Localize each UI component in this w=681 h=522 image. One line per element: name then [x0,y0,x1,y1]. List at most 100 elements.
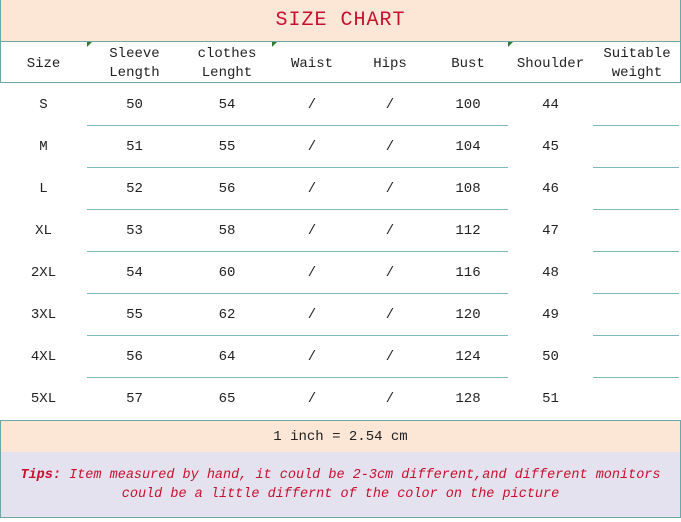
header-text: Sleeve [109,46,160,62]
cell-suitable-weight [593,252,681,294]
cell-bust: 104 [455,138,481,155]
cell-bust: 108 [455,180,481,197]
cell-hips: / [385,222,395,239]
conversion-note: 1 inch = 2.54 cm [0,420,681,453]
header-shoulder: Shoulder [508,44,593,84]
cell-hips: / [385,348,395,365]
cell-hips: / [385,180,395,197]
cell-bust: 100 [455,96,481,113]
tips-note: Tips: Item measured by hand, it could be… [0,452,681,518]
cell-size: S [39,96,48,113]
header-text: Hips [373,55,407,72]
row-divider [87,377,508,378]
header-sleeve-length: Sleeve Length [87,44,182,84]
cell-waist: / [307,138,317,155]
cell-marker [87,42,92,47]
cell-size: XL [35,222,52,239]
cell-sleeve-length: 55 [126,306,143,323]
cell-shoulder: 46 [542,180,559,197]
table-row: M 51 55 / / 104 45 [0,126,681,168]
cell-shoulder: 47 [542,222,559,239]
cell-size: 5XL [30,390,57,407]
row-divider [87,251,508,252]
header-waist: Waist [272,44,352,84]
cell-clothes-length: 55 [218,138,236,155]
row-divider [593,335,679,336]
cell-sleeve-length: 57 [126,390,143,407]
header-text: Size [26,55,61,72]
header-suitable-weight: Suitable weight [593,44,681,84]
header-text: Length [109,65,160,81]
cell-hips: / [385,306,395,323]
cell-sleeve-length: 54 [126,264,143,281]
row-divider [87,335,508,336]
row-divider [87,167,508,168]
header-text: weight [611,65,663,81]
cell-shoulder: 44 [542,96,559,113]
row-divider [593,125,679,126]
cell-sleeve-length: 52 [126,180,143,197]
table-row: 5XL 57 65 / / 128 51 [0,378,681,420]
header-size: Size [0,44,87,84]
header-bust: Bust [428,44,508,84]
cell-hips: / [385,138,395,155]
cell-waist: / [307,390,317,407]
cell-waist: / [307,348,317,365]
cell-sleeve-length: 56 [126,348,143,365]
table-row: XL 53 58 / / 112 47 [0,210,681,252]
cell-hips: / [385,96,395,113]
row-divider [87,125,508,126]
cell-suitable-weight [593,210,681,252]
size-chart-title: SIZE CHART [0,0,681,42]
cell-suitable-weight [593,336,681,378]
cell-waist: / [307,264,317,281]
tips-line-2: could be a little differnt of the color … [121,486,560,502]
cell-shoulder: 45 [542,138,559,155]
cell-suitable-weight [593,294,681,336]
cell-clothes-length: 58 [218,222,236,239]
cell-waist: / [307,306,317,323]
tips-label: Tips: [20,467,61,483]
cell-suitable-weight [593,126,681,168]
cell-suitable-weight [593,378,681,420]
cell-clothes-length: 56 [218,180,236,197]
cell-size: L [39,180,48,197]
row-divider [593,251,679,252]
cell-bust: 116 [455,264,481,281]
header-clothes-length: clothes Lenght [182,44,272,84]
header-hips: Hips [352,44,428,84]
cell-suitable-weight [593,168,681,210]
row-divider [593,377,679,378]
cell-clothes-length: 54 [218,96,236,113]
cell-bust: 120 [455,306,481,323]
header-text: Bust [451,55,485,72]
cell-marker [272,42,277,47]
row-divider [87,209,508,210]
row-divider [87,293,508,294]
table-row: 3XL 55 62 / / 120 49 [0,294,681,336]
table-row: L 52 56 / / 108 46 [0,168,681,210]
cell-shoulder: 50 [542,348,559,365]
cell-bust: 128 [455,390,481,407]
cell-clothes-length: 62 [218,306,236,323]
header-text: Suitable [603,46,671,62]
cell-waist: / [307,222,317,239]
cell-sleeve-length: 51 [126,138,143,155]
table-row: 4XL 56 64 / / 124 50 [0,336,681,378]
header-text: clothes [197,46,257,62]
cell-size: 2XL [30,264,57,281]
header-text: Waist [290,55,333,72]
cell-waist: / [307,96,317,113]
cell-shoulder: 48 [542,264,559,281]
cell-shoulder: 51 [542,390,559,407]
table-row: S 50 54 / / 100 44 [0,84,681,126]
cell-suitable-weight [593,84,681,126]
cell-clothes-length: 65 [218,390,236,407]
header-text: Shoulder [516,55,585,72]
cell-hips: / [385,264,395,281]
row-divider [593,209,679,210]
cell-clothes-length: 64 [218,348,236,365]
cell-bust: 112 [455,222,481,239]
cell-marker [508,42,513,47]
row-divider [593,167,679,168]
